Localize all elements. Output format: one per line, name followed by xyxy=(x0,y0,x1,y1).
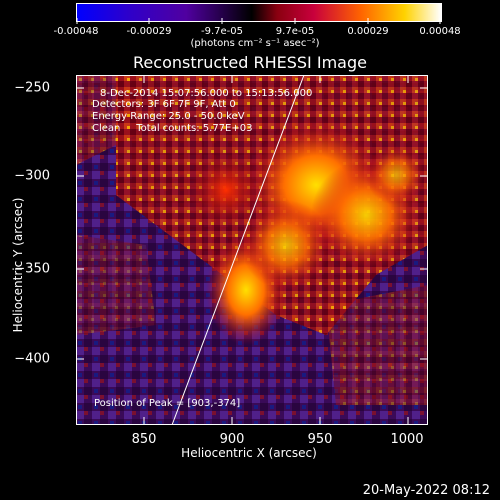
colorbar xyxy=(76,3,442,22)
y-tick-label: −350 xyxy=(14,261,50,277)
colorbar-units: (photons cm⁻² s⁻¹ asec⁻²) xyxy=(190,38,320,49)
x-axis-label: Heliocentric X (arcsec) xyxy=(181,446,317,460)
algorithm-counts: Clean Total counts: 5.77E+03 xyxy=(92,123,253,134)
colorbar-ticks xyxy=(76,18,441,24)
y-tick-label: −250 xyxy=(14,80,50,96)
y-tick-label: −400 xyxy=(14,351,50,367)
x-tick-label: 850 xyxy=(131,432,157,447)
timestamp-footer: 20-May-2022 08:12 xyxy=(362,483,490,498)
x-tick-label: 1000 xyxy=(390,432,424,447)
colorbar-tick-label: 0.00029 xyxy=(347,26,389,37)
x-tick-label: 900 xyxy=(219,432,245,447)
y-tick-label: −300 xyxy=(14,168,50,184)
energy-range: Energy Range: 25.0 - 50.0 keV xyxy=(92,111,245,122)
y-axis-label: Heliocentric Y (arcsec) xyxy=(11,197,25,333)
detectors-info: Detectors: 3F 6F 7F 9F, Att 0 xyxy=(92,99,236,110)
colorbar-tick-label: 0.00048 xyxy=(419,26,461,37)
colorbar-tick-label: -0.00048 xyxy=(53,26,99,37)
rhessi-image xyxy=(76,75,428,425)
x-tick-label: 950 xyxy=(307,432,333,447)
colorbar-tick-label: -0.00029 xyxy=(126,26,172,37)
time-range: 8-Dec-2014 15:07:56.000 to 15:13:56.000 xyxy=(100,88,313,99)
colorbar-tick-label: -9.7e-05 xyxy=(201,26,243,37)
peak-position: Position of Peak = [903,-374] xyxy=(94,398,241,409)
plot-title: Reconstructed RHESSI Image xyxy=(133,53,367,72)
colorbar-tick-label: 9.7e-05 xyxy=(275,26,315,37)
